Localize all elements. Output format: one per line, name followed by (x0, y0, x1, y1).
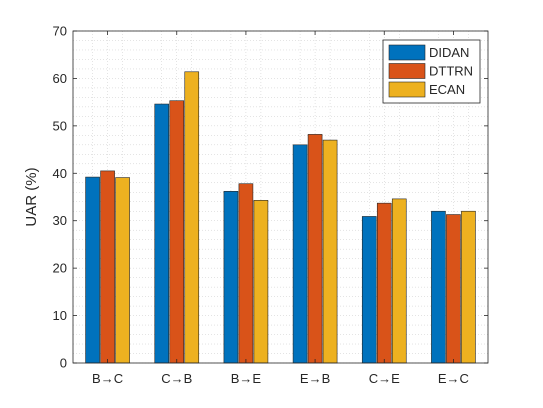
y-tick-label: 20 (53, 261, 67, 276)
bar-dttrn-2 (238, 183, 254, 364)
x-tick-label: E→B (300, 371, 330, 386)
bars (85, 71, 476, 364)
bar-dttrn-0 (100, 170, 115, 364)
y-tick-label: 60 (53, 71, 67, 86)
y-tick-label: 40 (53, 166, 67, 181)
x-tick-label: B→E (231, 371, 262, 386)
y-tick-label: 0 (60, 356, 67, 371)
bar-ecan-3 (322, 139, 338, 364)
y-axis-ticks: 0 10 20 30 40 50 60 70 (53, 24, 488, 371)
bar-dttrn-5 (446, 214, 461, 364)
bar-didan-2 (223, 191, 239, 364)
y-tick-label: 70 (53, 24, 67, 39)
legend-label-ecan: ECAN (429, 82, 465, 97)
bar-ecan-1 (184, 71, 200, 364)
x-tick-label: C→B (161, 371, 192, 386)
legend-swatch-ecan (388, 81, 426, 98)
legend: DIDAN DTTRN ECAN (382, 39, 481, 104)
x-tick-label: E→C (438, 371, 469, 386)
legend-swatch-didan (388, 44, 426, 61)
bar-didan-0 (85, 176, 100, 364)
bar-dttrn-1 (169, 100, 185, 364)
bar-ecan-0 (115, 177, 130, 364)
y-tick-label: 10 (53, 308, 67, 323)
bar-ecan-5 (461, 210, 476, 364)
y-tick-label: 30 (53, 213, 67, 228)
x-axis-ticks: B→C C→B B→E E→B C→E E→C (92, 31, 469, 386)
x-tick-label: C→E (369, 371, 400, 386)
y-axis-title: UAR (%) (23, 167, 40, 226)
bar-ecan-4 (391, 198, 407, 364)
legend-label-dttrn: DTTRN (429, 64, 473, 79)
bar-didan-3 (292, 144, 308, 364)
bar-didan-1 (154, 103, 170, 364)
legend-label-didan: DIDAN (429, 45, 469, 60)
y-tick-label: 50 (53, 118, 67, 133)
plot-frame (72, 30, 489, 364)
x-tick-label: B→C (92, 371, 123, 386)
legend-swatch-dttrn (388, 63, 426, 79)
bar-didan-5 (431, 210, 446, 364)
bar-didan-4 (361, 216, 377, 364)
bar-ecan-2 (253, 200, 269, 364)
bar-dttrn-3 (307, 134, 323, 364)
bar-dttrn-4 (376, 202, 392, 364)
